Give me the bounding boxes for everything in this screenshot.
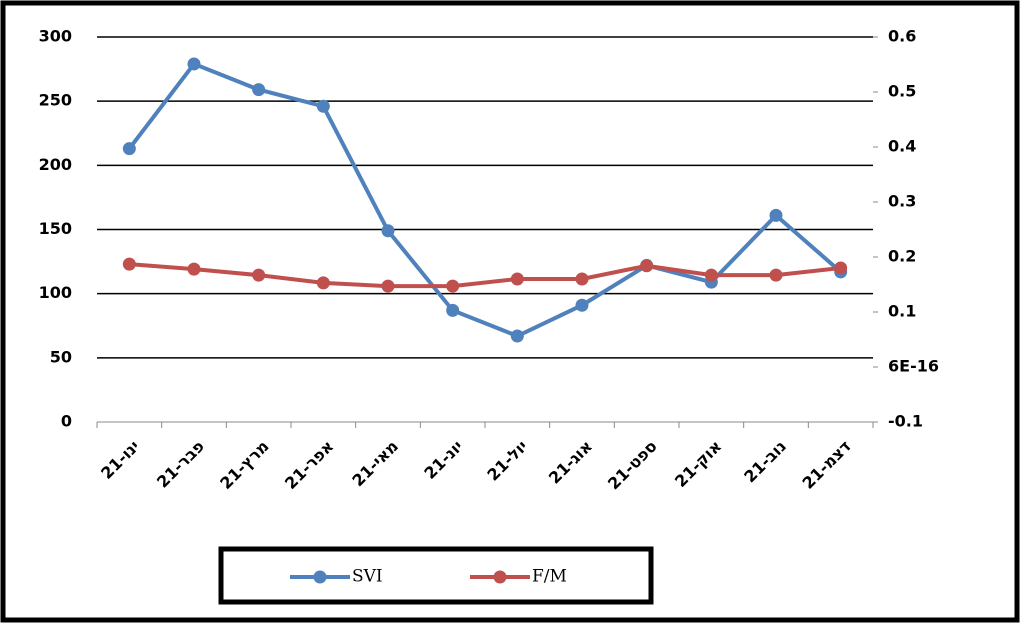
data-point xyxy=(769,208,783,222)
data-point xyxy=(575,298,589,312)
y-tick-label: 50 xyxy=(50,347,72,366)
legend-label: F/M xyxy=(532,567,567,587)
data-point xyxy=(252,268,266,282)
data-point xyxy=(316,99,330,113)
y2-tick-label: 0.6 xyxy=(888,27,916,46)
data-point xyxy=(510,272,524,286)
series-line xyxy=(129,262,841,289)
series-line xyxy=(127,61,842,339)
y2-tick-label: 0.3 xyxy=(888,192,916,211)
legend-swatch-dot xyxy=(313,570,327,584)
legend-label: SVI xyxy=(352,567,383,587)
data-point xyxy=(187,262,201,276)
y-tick-label: 300 xyxy=(39,27,72,46)
data-point xyxy=(704,268,718,282)
y-tick-label: 150 xyxy=(39,219,72,238)
data-point xyxy=(446,303,460,317)
y-tick-label: 200 xyxy=(39,155,72,174)
y-tick-label: 250 xyxy=(39,91,72,110)
data-point xyxy=(316,276,330,290)
data-point xyxy=(575,272,589,286)
data-point xyxy=(446,279,460,293)
legend-swatch-dot xyxy=(493,570,507,584)
data-point xyxy=(381,224,395,238)
y2-tick-label: 0.5 xyxy=(888,82,916,101)
data-point xyxy=(769,268,783,282)
y2-tick-label: -0.1 xyxy=(888,412,923,431)
data-point xyxy=(834,261,848,275)
data-point xyxy=(187,57,201,71)
y2-tick-label: 0.1 xyxy=(888,302,916,321)
y2-tick-label: 6E-16 xyxy=(888,357,939,376)
data-point xyxy=(381,279,395,293)
y-tick-label: 0 xyxy=(61,412,72,431)
y-tick-label: 100 xyxy=(39,283,72,302)
y2-tick-label: 0.2 xyxy=(888,247,916,266)
data-point xyxy=(252,83,266,97)
data-point xyxy=(122,257,136,271)
data-point xyxy=(122,142,136,156)
data-point xyxy=(640,259,654,273)
data-point xyxy=(510,329,524,343)
y2-tick-label: 0.4 xyxy=(888,137,916,156)
legend-box xyxy=(218,546,654,605)
